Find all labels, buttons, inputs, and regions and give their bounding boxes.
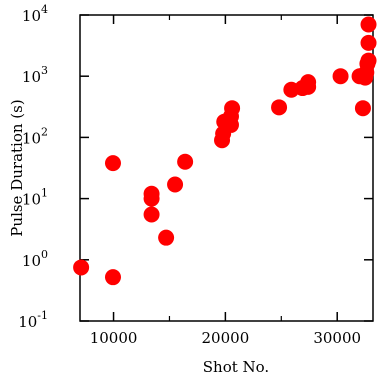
data-point xyxy=(354,100,371,117)
data-point xyxy=(167,176,184,193)
data-point xyxy=(224,100,241,117)
data-point xyxy=(104,155,121,172)
data-point xyxy=(177,153,194,170)
y-tick-label: 101 xyxy=(22,187,48,209)
data-points xyxy=(73,16,377,286)
data-point xyxy=(360,34,377,51)
x-tick-label: 30000 xyxy=(313,329,361,347)
data-point xyxy=(300,74,317,91)
data-point xyxy=(73,259,90,276)
x-tick-label: 20000 xyxy=(202,329,250,347)
x-tick-label: 10000 xyxy=(90,329,138,347)
y-tick-label: 10-1 xyxy=(18,309,48,331)
plot-axes xyxy=(79,14,374,322)
y-tick-label: 102 xyxy=(22,125,48,147)
y-tick-label: 104 xyxy=(22,3,48,25)
y-tick-label: 103 xyxy=(22,64,48,86)
y-tick-label: 100 xyxy=(22,248,48,270)
axis-ticks: 10000 20000 30000 10-1 100 101 102 103 104 xyxy=(18,3,373,347)
x-axis-label: Shot No. xyxy=(203,358,269,376)
y-axis-label: Pulse Duration (s) xyxy=(8,99,26,236)
data-point xyxy=(271,99,288,116)
data-point xyxy=(360,52,377,69)
data-point xyxy=(143,206,160,223)
data-point xyxy=(360,16,377,33)
axis-labels: Shot No. Pulse Duration (s) xyxy=(8,99,269,376)
data-point xyxy=(332,68,349,85)
data-point xyxy=(104,269,121,286)
data-point xyxy=(143,185,160,202)
plot-frame xyxy=(79,14,374,322)
data-point xyxy=(158,229,175,246)
